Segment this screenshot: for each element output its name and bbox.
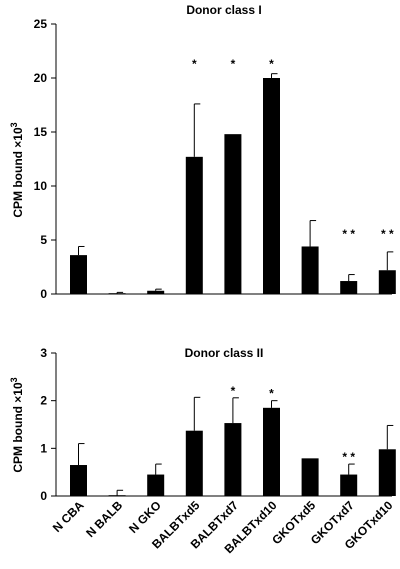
significance-mark: *	[192, 57, 197, 71]
significance-mark: *	[269, 387, 274, 401]
y-axis-label-main: CPM bound	[11, 148, 25, 218]
y-axis-label-main: CPM bound	[11, 403, 25, 473]
significance-mark: *	[269, 57, 274, 71]
bar	[147, 290, 165, 294]
y-axis-label-exponent: 3	[9, 122, 19, 127]
bar	[263, 407, 280, 496]
bar	[340, 281, 358, 294]
y-tick-label: 10	[34, 179, 48, 193]
y-tick-label: 1	[40, 441, 47, 455]
chart-title: Donor class I	[186, 3, 261, 17]
bar	[185, 430, 203, 496]
bar	[70, 465, 87, 496]
x-tick-label: N BALB	[83, 498, 125, 540]
bar	[108, 293, 126, 294]
y-tick-label: 20	[34, 71, 48, 85]
chart-panel-1: Donor class I 0 5 10 15 20 25 CPM bound ×103 * * *…	[9, 3, 396, 301]
bar	[378, 270, 396, 294]
bar	[147, 474, 165, 496]
x-tick-label: N CBA	[50, 498, 87, 535]
bar	[185, 156, 203, 294]
bar	[301, 246, 319, 294]
bar	[224, 423, 242, 496]
significance-mark: *	[231, 57, 236, 71]
y-axis-label: CPM bound ×103	[9, 377, 25, 472]
significance-mark: * *	[381, 227, 394, 241]
bar	[378, 449, 396, 496]
chart-title: Donor class II	[185, 346, 264, 360]
y-tick-label: 3	[40, 346, 47, 360]
y-axis-label: CPM bound ×103	[9, 122, 25, 217]
significance-mark: * *	[342, 227, 355, 241]
bar	[70, 255, 87, 294]
y-axis-label-suffix: ×10	[11, 382, 25, 403]
y-tick-label: 15	[34, 125, 48, 139]
significance-mark: *	[231, 384, 236, 398]
y-axis-label-suffix: ×10	[11, 127, 25, 148]
y-axis-label-exponent: 3	[9, 377, 19, 382]
y-tick-label: 0	[40, 489, 47, 503]
bar	[301, 458, 319, 496]
bar	[340, 474, 358, 496]
bar	[263, 78, 280, 294]
y-tick-label: 5	[40, 233, 47, 247]
y-tick-label: 2	[40, 394, 47, 408]
significance-mark: * *	[342, 450, 355, 464]
y-tick-label: 0	[40, 287, 47, 301]
bar	[224, 134, 242, 294]
x-tick-label: N GKO	[126, 498, 164, 536]
y-tick-label: 25	[34, 17, 48, 31]
